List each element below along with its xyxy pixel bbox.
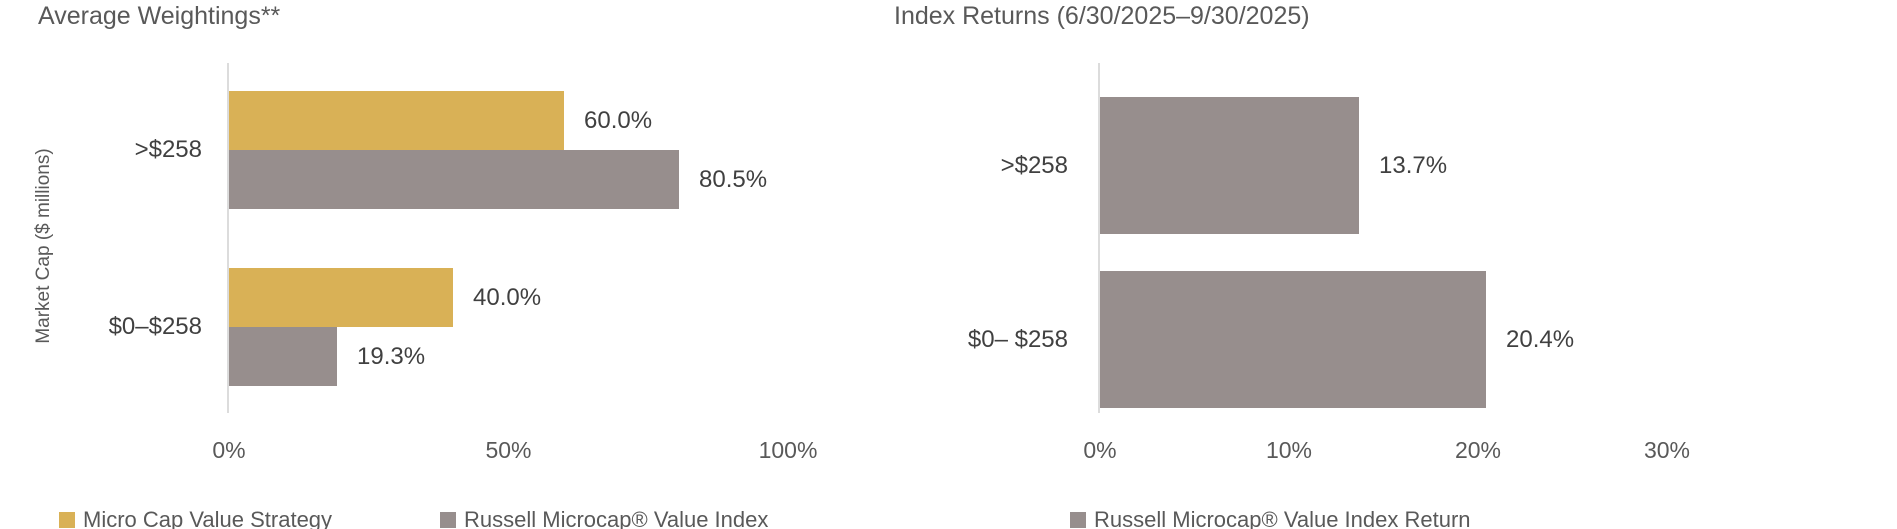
- data-label-micro-cap-value-strategy: 60.0%: [584, 106, 653, 134]
- category-label-258: >$258: [134, 136, 202, 163]
- legend-swatch-russell-microcap-value-index: [440, 512, 456, 528]
- category-label-258: >$258: [1000, 151, 1068, 179]
- data-label-russell-microcap-value-index: 19.3%: [357, 342, 426, 370]
- x-axis-zero-line: [227, 63, 229, 413]
- category-label-0-258: $0– $258: [967, 325, 1068, 353]
- x-tick-10: 10%: [1265, 437, 1313, 463]
- legend-swatch-russell-microcap-value-index-return: [1070, 512, 1086, 528]
- bar-russell-microcap-value-index-return: [1100, 97, 1359, 234]
- data-label-russell-microcap-value-index-return: 13.7%: [1379, 151, 1448, 179]
- legend-label-russell-microcap-value-index-return: Russell Microcap® Value Index Return: [1094, 507, 1471, 529]
- bar-russell-microcap-value-index: [229, 150, 679, 209]
- x-tick-50: 50%: [485, 437, 532, 463]
- x-axis-zero-line: [1098, 63, 1100, 413]
- chart-title-index-returns: Index Returns (6/30/2025–9/30/2025): [894, 2, 1310, 30]
- x-tick-30: 30%: [1643, 437, 1691, 463]
- legend-label-micro-cap-value-strategy: Micro Cap Value Strategy: [83, 507, 333, 529]
- bar-russell-microcap-value-index-return: [1100, 271, 1486, 408]
- data-label-russell-microcap-value-index: 80.5%: [699, 165, 768, 193]
- data-label-russell-microcap-value-index-return: 20.4%: [1506, 325, 1575, 353]
- legend-label-russell-microcap-value-index: Russell Microcap® Value Index: [464, 507, 769, 529]
- category-label-0-258: $0–$258: [108, 313, 202, 340]
- bar-russell-microcap-value-index: [229, 327, 337, 386]
- legend-swatch-micro-cap-value-strategy: [59, 512, 75, 528]
- x-tick-0: 0%: [212, 437, 246, 463]
- chart-title-average-weightings: Average Weightings**: [38, 2, 281, 30]
- x-tick-100: 100%: [758, 437, 818, 463]
- bar-micro-cap-value-strategy: [229, 268, 453, 327]
- x-tick-20: 20%: [1454, 437, 1502, 463]
- x-tick-0: 0%: [1083, 437, 1117, 463]
- bar-micro-cap-value-strategy: [229, 91, 564, 150]
- data-label-micro-cap-value-strategy: 40.0%: [473, 283, 542, 311]
